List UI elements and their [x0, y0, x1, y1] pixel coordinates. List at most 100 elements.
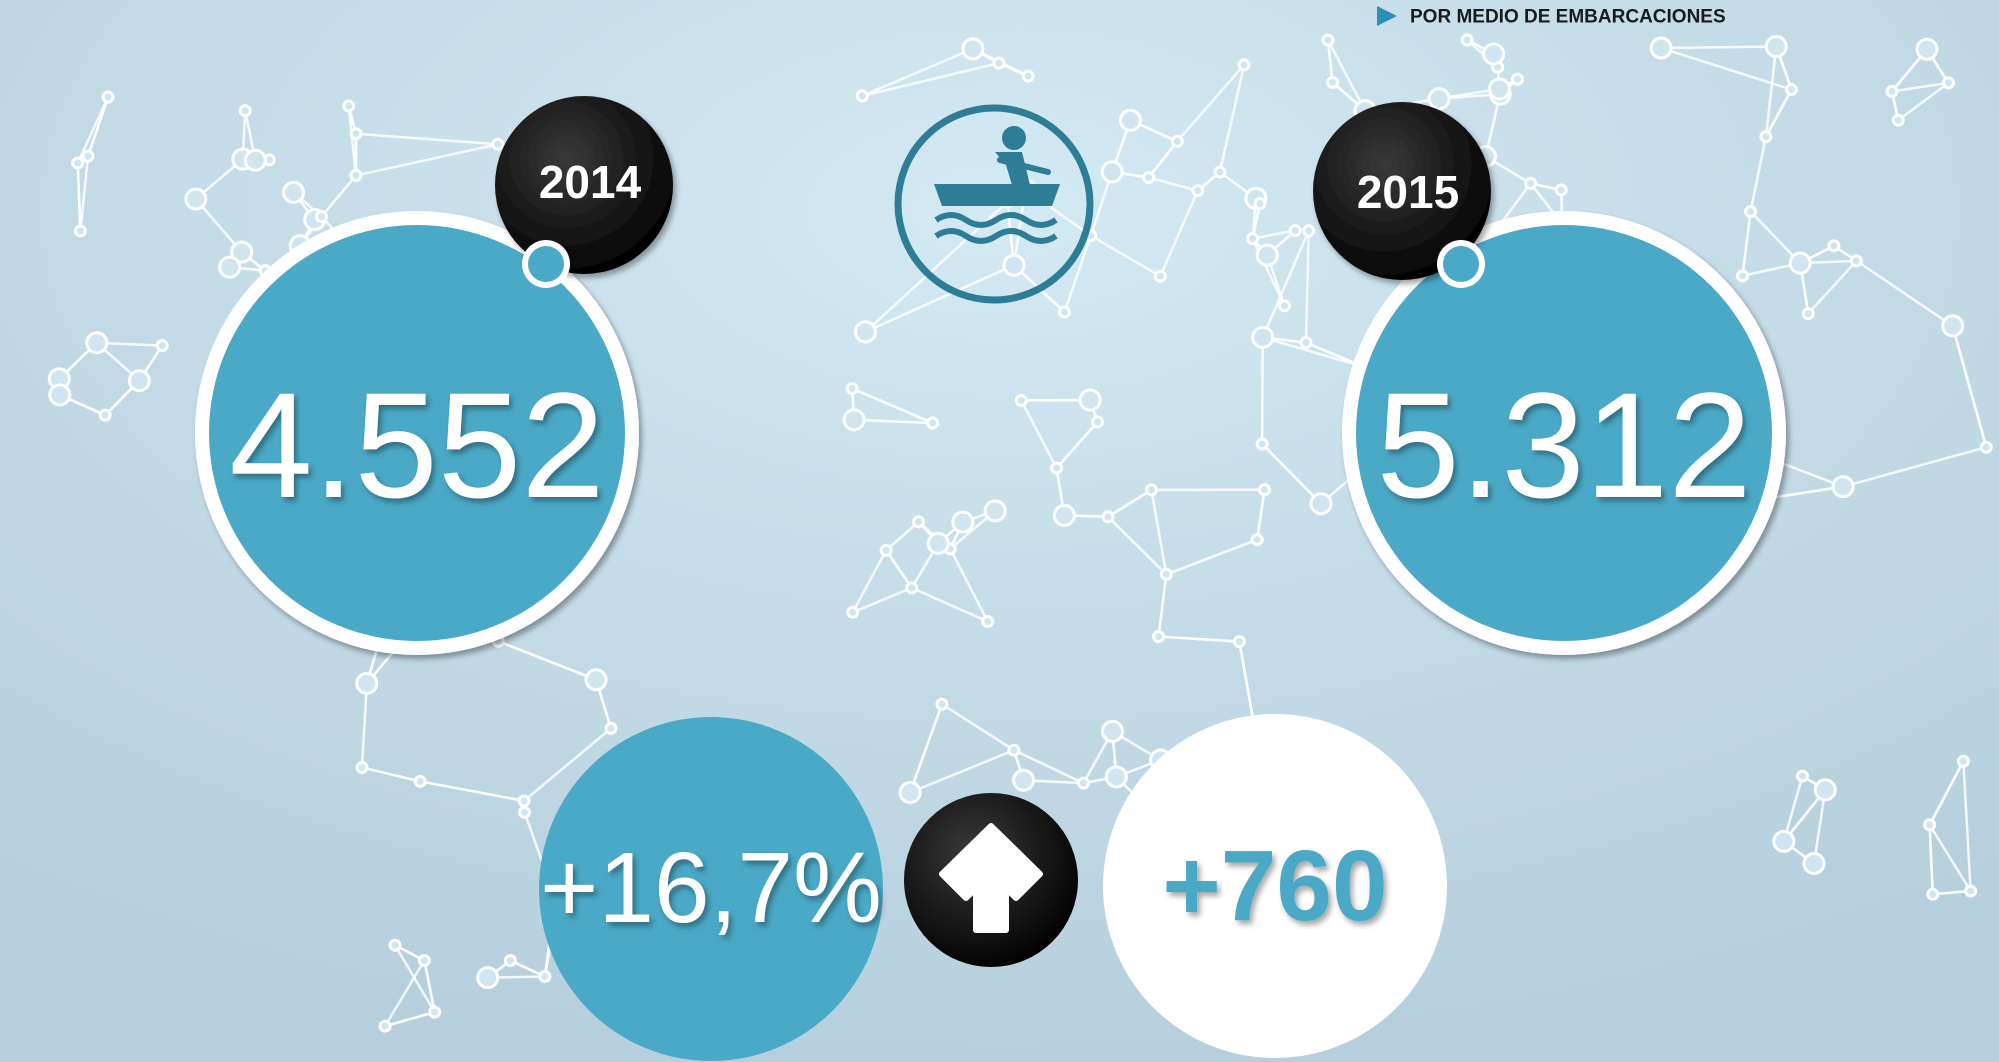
- network-node: [1302, 224, 1316, 238]
- network-node: [98, 408, 112, 422]
- network-node: [584, 668, 608, 692]
- network-node: [853, 320, 877, 344]
- network-link: [1218, 64, 1246, 173]
- network-node: [1288, 224, 1302, 238]
- network-link: [1897, 81, 1950, 122]
- network-link: [355, 143, 499, 177]
- network-node: [349, 168, 363, 182]
- network-link: [1764, 46, 1778, 137]
- network-link: [423, 960, 436, 1013]
- network-node: [1649, 36, 1673, 60]
- network-node: [879, 543, 893, 557]
- network-link: [1661, 45, 1777, 50]
- network-node: [1735, 269, 1749, 283]
- network-link: [1741, 211, 1752, 276]
- network-link: [1660, 46, 1792, 91]
- network-node: [951, 510, 975, 534]
- network-link: [853, 418, 933, 425]
- network-node: [1091, 415, 1105, 429]
- network-link: [1855, 259, 1954, 327]
- network-node: [417, 954, 431, 968]
- network-link: [1261, 443, 1322, 505]
- network-link: [1063, 235, 1093, 313]
- network-link: [1262, 336, 1366, 369]
- connector-dot: [528, 246, 564, 282]
- network-node: [314, 210, 328, 224]
- network-node: [1153, 269, 1167, 283]
- network-link: [194, 198, 243, 253]
- network-node: [71, 156, 85, 170]
- network-link: [383, 959, 426, 1027]
- network-node: [1941, 314, 1965, 338]
- network-link: [384, 1010, 436, 1028]
- network-node: [1885, 84, 1899, 98]
- network-node: [1159, 567, 1173, 581]
- network-link: [1326, 39, 1334, 83]
- network-node: [1237, 58, 1251, 72]
- network-node: [1941, 76, 1955, 90]
- network-node: [1104, 765, 1128, 789]
- network-node: [81, 149, 95, 163]
- network-node: [503, 954, 517, 968]
- network-node: [1785, 83, 1798, 97]
- network-node: [1257, 483, 1271, 497]
- network-node: [1309, 492, 1333, 516]
- network-node: [1170, 134, 1184, 148]
- network-link: [851, 549, 888, 613]
- network-node: [1813, 778, 1837, 802]
- network-node: [1152, 629, 1166, 643]
- network-link: [1842, 446, 1987, 488]
- network-link: [885, 520, 920, 552]
- network-node: [491, 137, 505, 151]
- network-node: [1002, 253, 1026, 277]
- network-node: [1744, 205, 1758, 219]
- network-node: [1012, 768, 1036, 792]
- network-node: [1915, 37, 1939, 61]
- network-node: [538, 970, 552, 984]
- percent-circle: [539, 717, 883, 1061]
- network-link: [1165, 538, 1258, 576]
- network-node: [155, 339, 169, 353]
- network-link: [1749, 136, 1768, 212]
- network-link: [1252, 229, 1296, 240]
- network-node: [1427, 87, 1451, 111]
- network-node: [1764, 34, 1788, 58]
- network-node: [1326, 75, 1340, 89]
- network-node: [413, 774, 427, 788]
- year-badge: [495, 96, 673, 274]
- network-node: [1246, 232, 1260, 246]
- network-node: [842, 408, 866, 432]
- network-node: [846, 605, 860, 619]
- network-node: [1007, 743, 1021, 757]
- network-node: [1524, 176, 1538, 190]
- network-node: [1251, 325, 1275, 349]
- network-node: [1118, 108, 1142, 132]
- network-node: [855, 89, 869, 103]
- network-link: [908, 703, 944, 793]
- network-link: [361, 766, 421, 783]
- network-node: [905, 581, 919, 595]
- network-node: [355, 761, 369, 775]
- network-node: [926, 531, 950, 555]
- network-link: [1928, 760, 1965, 826]
- network-node: [1232, 635, 1246, 649]
- network-node: [1827, 239, 1841, 253]
- network-node: [428, 1005, 442, 1019]
- network-node: [1759, 130, 1773, 144]
- network-node: [926, 416, 940, 430]
- network-link: [1304, 230, 1310, 343]
- subtitle: POR MEDIO DE EMBARCACIONES: [1410, 7, 1726, 28]
- network-node: [992, 56, 1006, 70]
- network-link: [861, 47, 974, 98]
- network-node: [517, 805, 531, 819]
- network-link: [1055, 421, 1099, 469]
- network-link: [1150, 489, 1168, 575]
- network-node: [604, 721, 618, 735]
- bullet-arrow: [1377, 6, 1397, 26]
- network-link: [79, 155, 90, 232]
- network-node: [981, 615, 995, 629]
- network-link: [1157, 574, 1168, 637]
- network-node: [1321, 33, 1335, 47]
- network-node: [1101, 510, 1115, 524]
- network-link: [1158, 635, 1240, 643]
